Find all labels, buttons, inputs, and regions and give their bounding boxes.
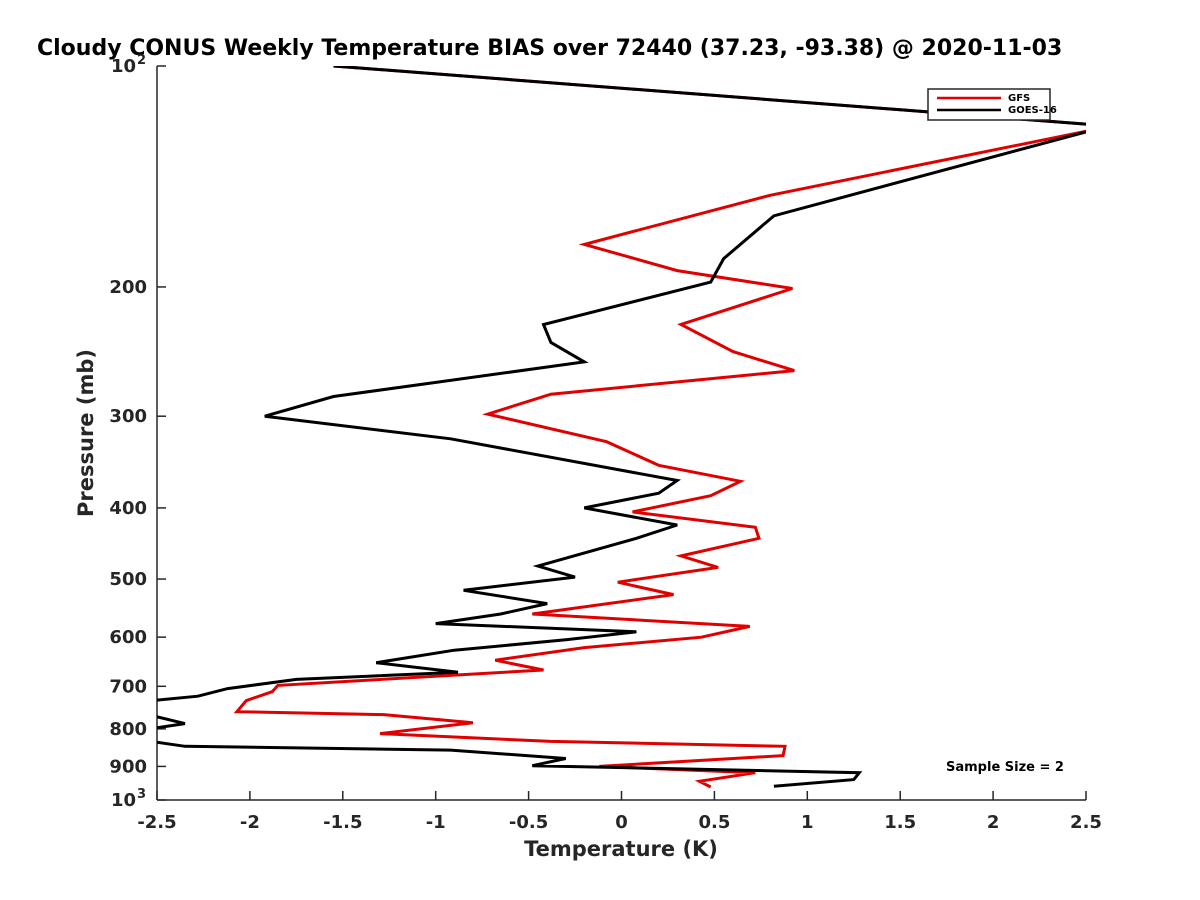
legend: GFS GOES-16 [927,88,1057,121]
series-line-goes-16 [157,66,1086,788]
series-lines [157,66,1086,789]
chart-title: Cloudy CONUS Weekly Temperature BIAS ove… [37,36,1062,61]
y-tick-exponent: 2 [137,53,146,68]
y-tick-label: 500 [109,569,147,590]
x-tick-label: 0 [615,812,628,833]
y-tick-label: 10 [111,790,136,811]
x-tick-label: 1.5 [884,812,916,833]
x-tick-label: -1 [426,812,446,833]
legend-label-gfs: GFS [1008,93,1030,104]
series-line-gfs [233,66,1086,789]
y-tick-label: 200 [109,277,147,298]
x-tick-label: 2.5 [1070,812,1102,833]
x-tick-label: 0.5 [698,812,730,833]
x-tick-label: 1 [801,812,814,833]
sample-size-annotation: Sample Size = 2 [946,760,1064,775]
x-ticks: -2.5 -2 -1.5 -1 -0.5 0 0.5 1 1.5 2 2.5 [137,791,1102,833]
y-tick-exponent: 3 [137,787,146,802]
x-tick-label: -1.5 [323,812,362,833]
x-tick-label: 2 [987,812,1000,833]
x-tick-label: -0.5 [509,812,548,833]
legend-label-goes-16: GOES-16 [1008,105,1057,116]
y-tick-label: 300 [109,406,147,427]
y-tick-label: 800 [109,719,147,740]
y-axis-label: Pressure (mb) [74,349,98,517]
legend-box [927,88,1051,121]
x-tick-label: -2.5 [137,812,176,833]
y-tick-label: 700 [109,676,147,697]
y-tick-label: 400 [109,498,147,519]
x-tick-label: -2 [240,812,260,833]
x-axis-label: Temperature (K) [524,837,718,861]
y-tick-label: 900 [109,756,147,777]
y-tick-label: 600 [109,627,147,648]
axes [156,66,1086,801]
y-tick-label: 10 [111,56,136,77]
